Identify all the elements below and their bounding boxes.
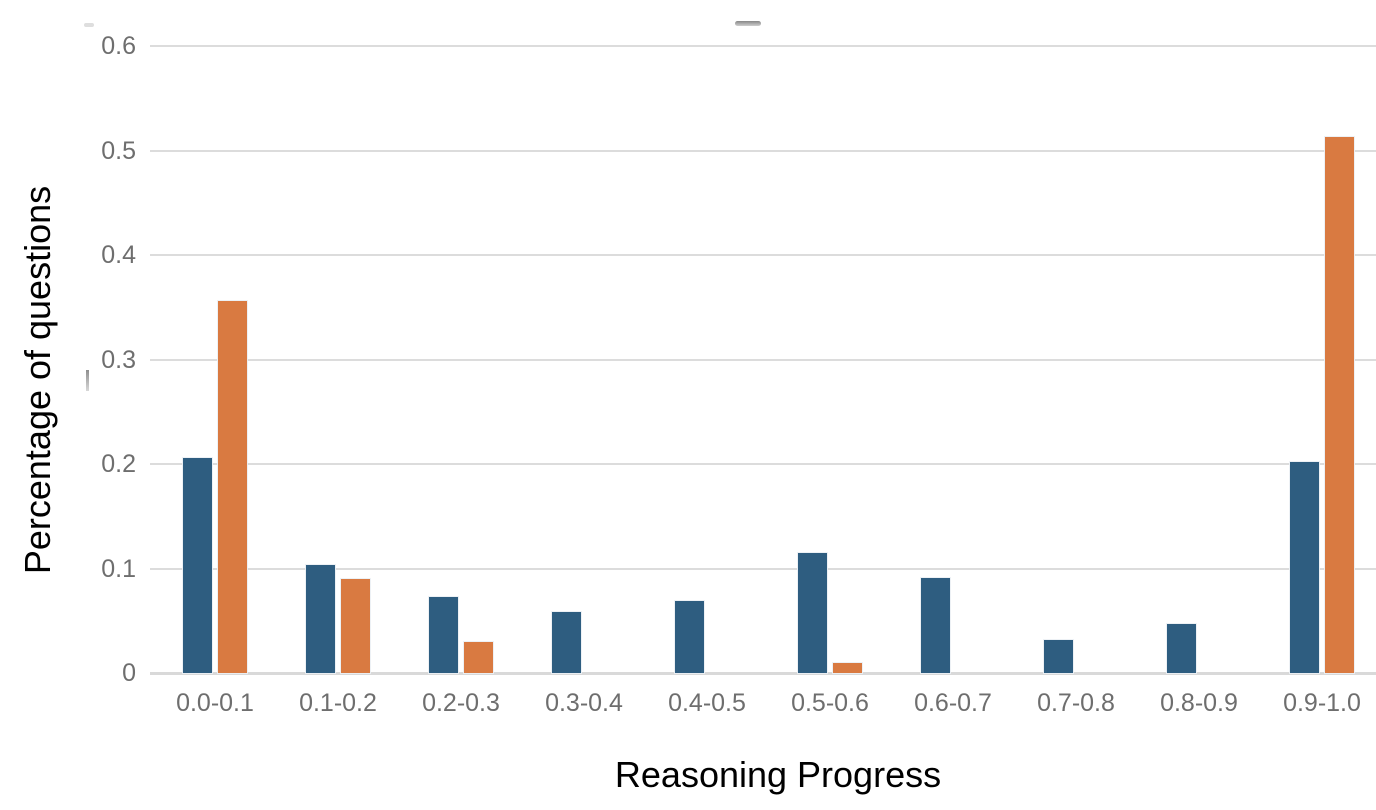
y-tick-label: 0.1 <box>101 554 136 583</box>
bar-series-blue-0.1-0.2 <box>306 565 335 673</box>
bar-series-orange-0.0-0.1 <box>218 300 247 673</box>
x-axis-title: Reasoning Progress <box>614 754 942 795</box>
y-tick-label: 0 <box>122 659 136 687</box>
bar-series-orange-0.9-1.0 <box>1325 136 1354 673</box>
bar-series-blue-0.6-0.7 <box>921 577 950 673</box>
x-tick-label: 0.6-0.7 <box>914 689 992 717</box>
gridline-y-0.4 <box>150 254 1376 256</box>
gridline-y-0.2 <box>150 463 1376 465</box>
bar-series-blue-0.3-0.4 <box>552 612 581 673</box>
bar-series-orange-0.5-0.6 <box>833 662 862 673</box>
x-tick-label: 0.2-0.3 <box>422 689 500 717</box>
x-tick-label: 0.1-0.2 <box>299 689 377 717</box>
x-tick-label: 0.5-0.6 <box>791 689 869 717</box>
gridline-y-0.5 <box>150 149 1376 152</box>
smudge-artifact <box>84 23 94 27</box>
y-tick-label: 0.4 <box>101 241 136 269</box>
bar-series-blue-0.4-0.5 <box>675 600 704 673</box>
bar-series-blue-0.7-0.8 <box>1044 639 1073 673</box>
dash-artifact <box>735 21 761 26</box>
bar-series-orange-0.2-0.3 <box>464 641 493 673</box>
y-tick-label: 0.5 <box>101 136 136 165</box>
x-tick-label: 0.7-0.8 <box>1037 689 1115 717</box>
y-axis-title: Percentage of questions <box>17 185 58 575</box>
y-tick-label: 0.6 <box>101 32 136 60</box>
gridline-y-0.3 <box>150 358 1376 361</box>
y-tick-label: 0.3 <box>101 345 136 374</box>
x-tick-label: 0.0-0.1 <box>176 689 254 717</box>
bar-series-blue-0.0-0.1 <box>183 457 212 673</box>
bar-series-blue-0.9-1.0 <box>1290 461 1319 673</box>
tick-artifact <box>86 370 89 391</box>
x-tick-label: 0.8-0.9 <box>1160 689 1238 717</box>
x-tick-label: 0.9-1.0 <box>1283 689 1361 717</box>
gridline-y-0 <box>150 672 1376 675</box>
x-tick-label: 0.3-0.4 <box>545 689 623 717</box>
bar-series-blue-0.5-0.6 <box>798 552 827 673</box>
bar-series-blue-0.8-0.9 <box>1167 623 1196 673</box>
y-tick-label: 0.2 <box>101 450 136 478</box>
gridline-y-0.6 <box>150 45 1376 47</box>
x-tick-label: 0.4-0.5 <box>668 689 746 717</box>
gridline-y-0.1 <box>150 567 1376 570</box>
bar-series-orange-0.1-0.2 <box>341 578 370 673</box>
bar-series-blue-0.2-0.3 <box>429 596 458 673</box>
